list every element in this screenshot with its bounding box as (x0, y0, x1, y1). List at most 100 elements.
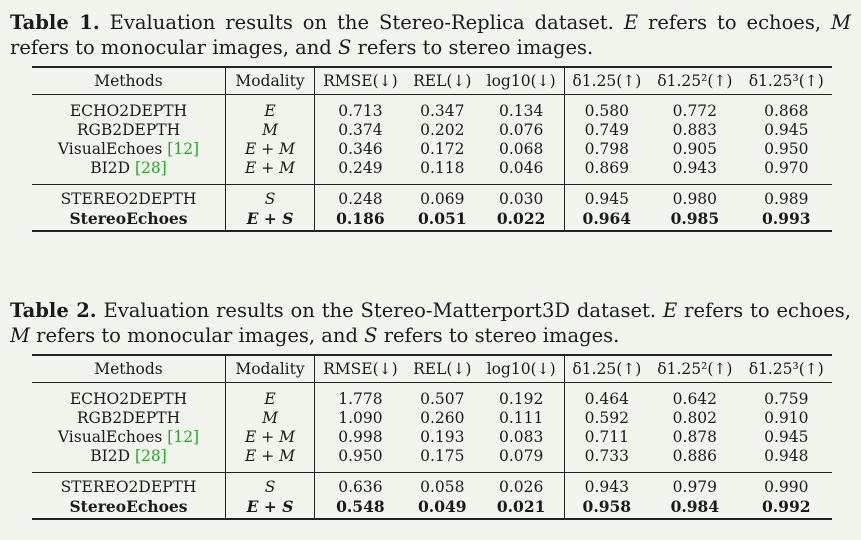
table-2: Methods Modality RMSE(↓) REL(↓) log10(↓)… (32, 354, 832, 520)
table-1-caption-text: Evaluation results on the Stereo-Replica… (99, 11, 624, 34)
table-row: VisualEchoes [12] E + M 0.998 0.193 0.08… (32, 428, 832, 447)
cell-delta1: 0.798 (584, 140, 630, 158)
cell-rmse: 1.778 (338, 390, 383, 408)
cell-log10: 0.030 (478, 184, 565, 209)
table-header-row: Methods Modality RMSE(↓) REL(↓) log10(↓)… (32, 354, 832, 383)
citation-link[interactable]: [12] (167, 428, 200, 446)
caption-symbol-m: M (10, 324, 30, 347)
caption-note: refers to monocular images, and (10, 36, 338, 59)
header-delta2: δ1.25²(↑) (649, 354, 741, 383)
cell-delta1: 0.964 (564, 209, 650, 232)
table-row-best: StereoEchoes E + S 0.186 0.051 0.022 0.9… (32, 209, 832, 232)
table-row-best: StereoEchoes E + S 0.548 0.049 0.021 0.9… (32, 497, 832, 520)
cell-modality: E (225, 94, 315, 121)
cell-modality: E + M (225, 428, 315, 447)
cell-method: BI2D [28] (32, 447, 226, 473)
cell-modality: E + M (225, 159, 315, 185)
header-modality: Modality (225, 354, 315, 383)
cell-rmse: 0.248 (338, 190, 383, 208)
cell-method: RGB2DEPTH (32, 409, 226, 428)
citation-link[interactable]: [28] (134, 447, 167, 465)
header-log10: log10(↓) (478, 66, 565, 95)
caption-note: refers to echoes, (677, 299, 852, 322)
header-delta3: δ1.25³(↑) (740, 354, 832, 383)
caption-symbol-e: E (663, 299, 678, 322)
table-1: Methods Modality RMSE(↓) REL(↓) log10(↓)… (32, 66, 832, 232)
cell-method: StereoEchoes (32, 497, 226, 520)
table-1-label: Table 1. (10, 11, 100, 34)
cell-rmse: 0.548 (314, 497, 406, 520)
cell-delta3: 0.990 (764, 478, 809, 496)
table-row: STEREO2DEPTH S 0.248 0.069 0.030 0.945 0… (32, 184, 832, 209)
cell-rmse: 0.249 (314, 159, 406, 185)
cell-rel: 0.507 (420, 390, 465, 408)
cell-delta1: 0.958 (564, 497, 650, 520)
cell-rmse: 0.998 (338, 428, 383, 446)
cell-delta1: 0.592 (584, 409, 630, 427)
cell-rel: 0.069 (420, 190, 465, 208)
cell-log10: 0.022 (478, 209, 565, 232)
cell-delta2: 0.642 (672, 390, 718, 408)
header-methods: Methods (32, 66, 226, 95)
cell-delta1: 0.464 (584, 390, 630, 408)
cell-log10: 0.026 (478, 472, 565, 497)
table-1-block: Table 1. Evaluation results on the Stere… (0, 0, 861, 232)
cell-log10: 0.076 (478, 121, 565, 140)
cell-delta2: 0.980 (672, 190, 718, 208)
cell-delta3: 0.868 (764, 102, 809, 120)
table-2-caption: Table 2. Evaluation results on the Stere… (0, 288, 861, 348)
cell-modality: M (225, 409, 315, 428)
citation-link[interactable]: [28] (134, 159, 167, 177)
table-row: BI2D [28] E + M 0.950 0.175 0.079 0.733 … (32, 447, 832, 473)
cell-delta2: 0.772 (672, 102, 718, 120)
cell-delta3: 0.992 (740, 497, 832, 520)
caption-note: refers to stereo images. (377, 324, 620, 347)
cell-modality: E + S (225, 209, 315, 232)
cell-delta3: 0.989 (764, 190, 809, 208)
cell-delta2: 0.883 (672, 121, 718, 139)
cell-rel: 0.049 (405, 497, 479, 520)
cell-log10: 0.068 (478, 140, 565, 159)
caption-note: refers to monocular images, and (29, 324, 365, 347)
cell-delta3: 0.945 (764, 428, 809, 446)
cell-rmse: 0.636 (338, 478, 383, 496)
cell-log10: 0.134 (478, 94, 565, 121)
cell-delta1: 0.733 (564, 447, 650, 473)
cell-log10: 0.083 (478, 428, 565, 447)
header-methods: Methods (32, 354, 226, 383)
cell-delta1: 0.580 (584, 102, 630, 120)
citation-link[interactable]: [12] (167, 140, 200, 158)
cell-delta3: 0.948 (740, 447, 832, 473)
header-delta3: δ1.25³(↑) (740, 66, 832, 95)
cell-method: ECHO2DEPTH (32, 382, 226, 409)
cell-modality: E + M (225, 447, 315, 473)
cell-rel: 0.172 (420, 140, 465, 158)
cell-delta2: 0.984 (649, 497, 741, 520)
cell-delta2: 0.985 (649, 209, 741, 232)
table-row: ECHO2DEPTH E 1.778 0.507 0.192 0.464 0.6… (32, 382, 832, 409)
header-delta2: δ1.25²(↑) (649, 66, 741, 95)
cell-method: ECHO2DEPTH (32, 94, 226, 121)
cell-delta2: 0.905 (672, 140, 718, 158)
header-log10: log10(↓) (478, 354, 565, 383)
table-row: BI2D [28] E + M 0.249 0.118 0.046 0.869 … (32, 159, 832, 185)
table-row: VisualEchoes [12] E + M 0.346 0.172 0.06… (32, 140, 832, 159)
cell-rel: 0.118 (405, 159, 479, 185)
table-header-row: Methods Modality RMSE(↓) REL(↓) log10(↓)… (32, 66, 832, 95)
cell-method: STEREO2DEPTH (32, 472, 226, 497)
cell-rel: 0.193 (420, 428, 465, 446)
header-delta1: δ1.25(↑) (564, 66, 650, 95)
cell-rel: 0.202 (420, 121, 465, 139)
cell-delta3: 0.759 (764, 390, 809, 408)
cell-method: StereoEchoes (32, 209, 226, 232)
header-rmse: RMSE(↓) (314, 354, 406, 383)
cell-delta2: 0.886 (649, 447, 741, 473)
table-row: RGB2DEPTH M 0.374 0.202 0.076 0.749 0.88… (32, 121, 832, 140)
table-row: STEREO2DEPTH S 0.636 0.058 0.026 0.943 0… (32, 472, 832, 497)
cell-rel: 0.175 (405, 447, 479, 473)
caption-note: refers to echoes, (638, 11, 832, 34)
cell-rmse: 0.713 (338, 102, 383, 120)
cell-delta1: 0.749 (584, 121, 630, 139)
cell-delta2: 0.943 (649, 159, 741, 185)
table-row: ECHO2DEPTH E 0.713 0.347 0.134 0.580 0.7… (32, 94, 832, 121)
